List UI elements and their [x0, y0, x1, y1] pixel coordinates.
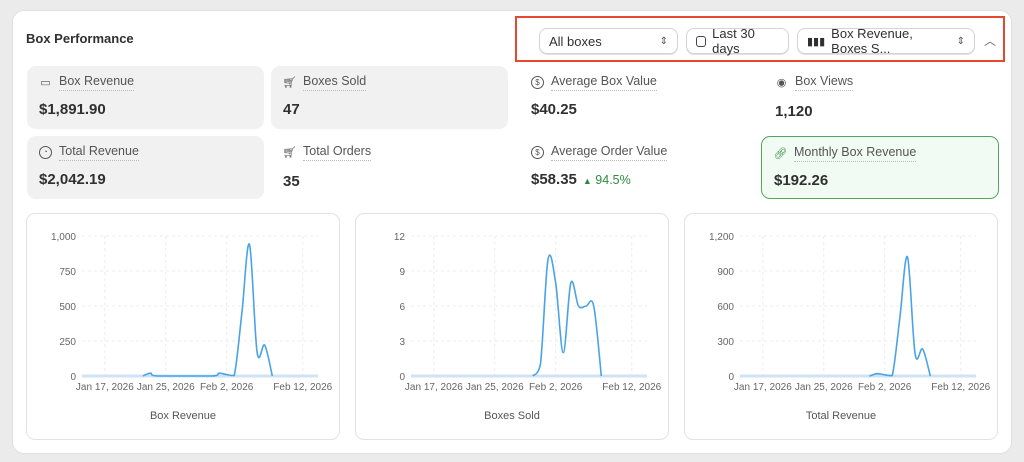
metric-label: Average Box Value	[551, 74, 657, 91]
x-tick-label: Feb 2, 2026	[200, 382, 254, 393]
metric-monthly-box-revenue[interactable]: 🔗︎ Monthly Box Revenue $192.26	[761, 136, 999, 199]
cart-icon: 🛒︎	[282, 147, 297, 159]
x-tick-label: Feb 12, 2026	[273, 382, 332, 393]
x-tick-label: Feb 2, 2026	[858, 382, 912, 393]
metric-box-revenue[interactable]: ▭ Box Revenue $1,891.90	[27, 66, 264, 129]
chevron-updown-icon: ⇕	[659, 35, 668, 47]
x-tick-label: Jan 25, 2026	[466, 382, 524, 393]
x-tick-label: Jan 25, 2026	[795, 382, 853, 393]
metric-value: $192.26	[774, 172, 829, 189]
metric-value: $1,891.90	[39, 101, 106, 118]
x-tick-label: Jan 17, 2026	[76, 382, 134, 393]
series-line	[142, 243, 274, 377]
triangle-up-icon: ▲	[582, 176, 592, 186]
metric-label: Total Orders	[303, 144, 372, 161]
metric-boxes-sold[interactable]: 🛒︎ Boxes Sold 47	[271, 66, 508, 129]
x-tick-label: Feb 12, 2026	[931, 382, 990, 393]
cart-icon: 🛒︎	[282, 77, 297, 89]
y-tick-label: 600	[717, 302, 734, 313]
chart-x-label: Total Revenue	[805, 410, 877, 422]
y-tick-label: 1,000	[51, 232, 76, 243]
metrics-select[interactable]: ▮▮▮ Box Revenue, Boxes S... ⇕	[797, 26, 975, 56]
date-range-button[interactable]: Last 30 days	[686, 26, 789, 56]
y-tick-label: 0	[70, 372, 76, 383]
x-tick-label: Jan 17, 2026	[734, 382, 792, 393]
chart-svg: 0 300 600 900 1,200 Jan 17, 2026 Jan 25, 2026 F…	[709, 232, 991, 393]
y-tick-label: 250	[59, 337, 76, 348]
y-tick-label: 0	[728, 372, 734, 383]
metric-box-views[interactable]: ◉ Box Views 1,120	[763, 66, 1000, 129]
box-filter-value: All boxes	[549, 33, 602, 49]
metric-value: $40.25	[531, 101, 577, 118]
chart-x-label: Box Revenue	[149, 410, 217, 422]
chart-box-revenue: 0 250 500 750 1,000 Jan 17, 2026 Jan 25, 2026 F…	[26, 213, 340, 440]
series-line	[532, 254, 603, 377]
chart-total-revenue: 0 300 600 900 1,200 Jan 17, 2026 Jan 25, 2026 F…	[684, 213, 998, 440]
y-tick-label: 9	[399, 267, 405, 278]
metric-delta: ▲ 94.5%	[583, 173, 631, 187]
metric-average-box-value[interactable]: $ Average Box Value $40.25	[519, 66, 756, 129]
metric-value: $2,042.19	[39, 171, 106, 188]
metric-label: Monthly Box Revenue	[794, 145, 917, 162]
chart-svg: 0 250 500 750 1,000 Jan 17, 2026 Jan 25, 2026 F…	[51, 232, 333, 393]
filter-controls: All boxes ⇕ Last 30 days ▮▮▮ Box Revenue…	[515, 16, 1005, 62]
y-tick-label: 300	[717, 337, 734, 348]
y-tick-label: 500	[59, 302, 76, 313]
x-tick-label: Feb 12, 2026	[602, 382, 661, 393]
y-tick-label: 3	[399, 337, 405, 348]
y-tick-label: 900	[717, 267, 734, 278]
y-tick-label: 1,200	[709, 232, 734, 243]
metric-total-revenue[interactable]: ◔ Total Revenue $2,042.19	[27, 136, 264, 199]
metric-value: 1,120	[775, 103, 813, 120]
calendar-icon	[696, 35, 707, 47]
eye-icon: ◉	[776, 77, 787, 89]
metric-value: 35	[283, 173, 300, 190]
chevron-updown-icon: ⇕	[956, 35, 965, 47]
metric-label: Average Order Value	[551, 144, 668, 161]
y-tick-label: 0	[399, 372, 405, 383]
metric-label: Box Revenue	[59, 74, 135, 91]
x-tick-label: Jan 17, 2026	[405, 382, 463, 393]
bar-chart-icon: ▮▮▮	[807, 35, 826, 48]
metric-value: 47	[283, 101, 300, 118]
metric-label: Box Views	[795, 74, 854, 91]
x-tick-label: Feb 2, 2026	[529, 382, 583, 393]
link-icon: 🔗︎	[773, 148, 788, 160]
date-range-value: Last 30 days	[712, 26, 755, 56]
y-tick-label: 6	[399, 302, 405, 313]
metric-value: $58.35	[531, 171, 577, 188]
x-tick-label: Jan 25, 2026	[137, 382, 195, 393]
y-tick-label: 750	[59, 267, 76, 278]
chart-x-label: Boxes Sold	[484, 410, 540, 422]
chart-svg: 0 3 6 9 12 Jan 17, 2026 Jan 25, 2026 Feb 2, 202…	[394, 232, 662, 393]
cash-icon: ▭	[40, 77, 51, 89]
series-line	[869, 256, 932, 377]
dollar-circle-icon: $	[531, 146, 544, 159]
box-filter-select[interactable]: All boxes ⇕	[539, 28, 678, 54]
metric-total-orders[interactable]: 🛒︎ Total Orders 35	[271, 136, 508, 199]
y-tick-label: 12	[394, 232, 406, 243]
box-performance-card: Box Performance All boxes ⇕ Last 30 days…	[12, 10, 1012, 454]
delta-value: 94.5%	[595, 173, 631, 187]
pie-icon: ◔	[39, 146, 52, 159]
dollar-circle-icon: $	[531, 76, 544, 89]
chevron-up-icon[interactable]: ︿	[984, 34, 997, 48]
metric-average-order-value[interactable]: $ Average Order Value $58.35 ▲ 94.5%	[519, 136, 756, 199]
metrics-select-value: Box Revenue, Boxes S...	[831, 26, 913, 56]
page-title: Box Performance	[26, 31, 134, 46]
metric-label: Boxes Sold	[303, 74, 367, 91]
metric-label: Total Revenue	[59, 144, 139, 161]
chart-boxes-sold: 0 3 6 9 12 Jan 17, 2026 Jan 25, 2026 Feb 2, 202…	[355, 213, 669, 440]
